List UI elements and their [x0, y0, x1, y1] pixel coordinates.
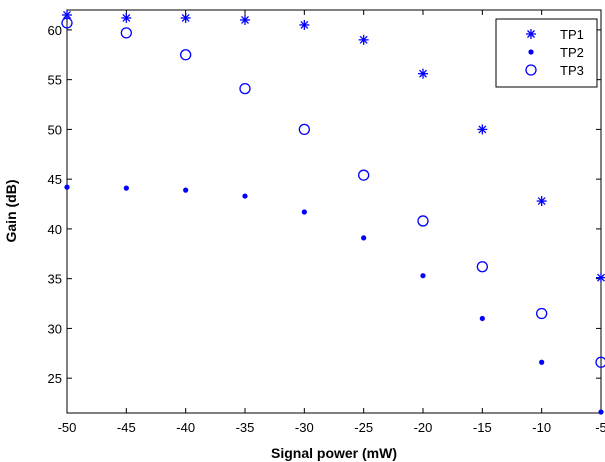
legend-label-tp2: TP2 — [560, 45, 584, 60]
y-tick-label: 30 — [48, 321, 62, 336]
legend-box — [495, 18, 598, 88]
tp3-point — [417, 215, 429, 227]
tp2-point — [183, 187, 189, 193]
y-tick-label: 55 — [48, 73, 62, 88]
x-tick-label: -45 — [117, 420, 136, 435]
x-axis: -50 -45 -40 -35 -30 -25 -20 -15 -10 -5 — [58, 10, 605, 435]
legend-marker-tp3 — [525, 64, 537, 76]
x-tick-label: -30 — [295, 420, 314, 435]
x-tick-label: -50 — [58, 420, 77, 435]
tp2-point — [420, 273, 426, 279]
tp3-point — [358, 169, 370, 181]
tp2-point — [64, 184, 70, 190]
x-tick-label: -35 — [236, 420, 255, 435]
tp1-point — [418, 68, 428, 79]
legend-label-tp3: TP3 — [560, 63, 584, 78]
tp3-point — [180, 49, 192, 61]
x-tick-label: -40 — [176, 420, 195, 435]
tp3-point — [536, 307, 548, 320]
x-tick-label: -15 — [473, 420, 492, 435]
x-tick-label: -10 — [532, 420, 551, 435]
y-tick-label: 45 — [48, 172, 62, 187]
x-tick-label: -25 — [354, 420, 373, 435]
y-axis: 25 30 35 40 45 50 55 60 — [48, 23, 601, 386]
tp1-point — [596, 272, 605, 283]
tp3-point — [120, 27, 132, 39]
tp3-point — [298, 123, 310, 136]
y-tick-label: 40 — [48, 222, 62, 237]
x-tick-label: -20 — [414, 420, 433, 435]
y-tick-label: 35 — [48, 272, 62, 287]
tp3-point — [595, 356, 605, 368]
tp1-point — [62, 9, 72, 20]
y-tick-label: 60 — [48, 23, 62, 38]
data-points — [61, 9, 605, 415]
tp1-point — [536, 196, 547, 207]
tp1-point — [358, 34, 369, 45]
legend-label-tp1: TP1 — [560, 27, 584, 42]
tp1-point — [240, 14, 250, 25]
tp1-point — [477, 124, 488, 135]
tp2-point — [242, 193, 248, 199]
tp2-point — [361, 235, 367, 241]
legend: TP1 TP2 TP3 — [495, 18, 598, 88]
x-tick-label: -5 — [595, 420, 605, 435]
tp1-point — [180, 12, 191, 23]
tp3-point — [61, 17, 73, 29]
tp2-point — [123, 185, 129, 191]
tp1-point — [121, 12, 132, 23]
tp3-point — [239, 82, 251, 95]
legend-marker-tp1 — [526, 29, 536, 39]
y-tick-label: 50 — [48, 122, 62, 137]
tp3-point — [476, 261, 488, 273]
legend-marker-tp2 — [528, 49, 534, 55]
x-axis-label: Signal power (mW) — [271, 445, 397, 461]
tp2-point — [598, 409, 604, 415]
tp1-point — [299, 19, 310, 30]
y-tick-label: 25 — [48, 371, 62, 386]
y-axis-label: Gain (dB) — [3, 180, 19, 243]
tp2-point — [479, 315, 485, 322]
tp2-point — [301, 209, 307, 215]
tp2-point — [539, 359, 545, 365]
